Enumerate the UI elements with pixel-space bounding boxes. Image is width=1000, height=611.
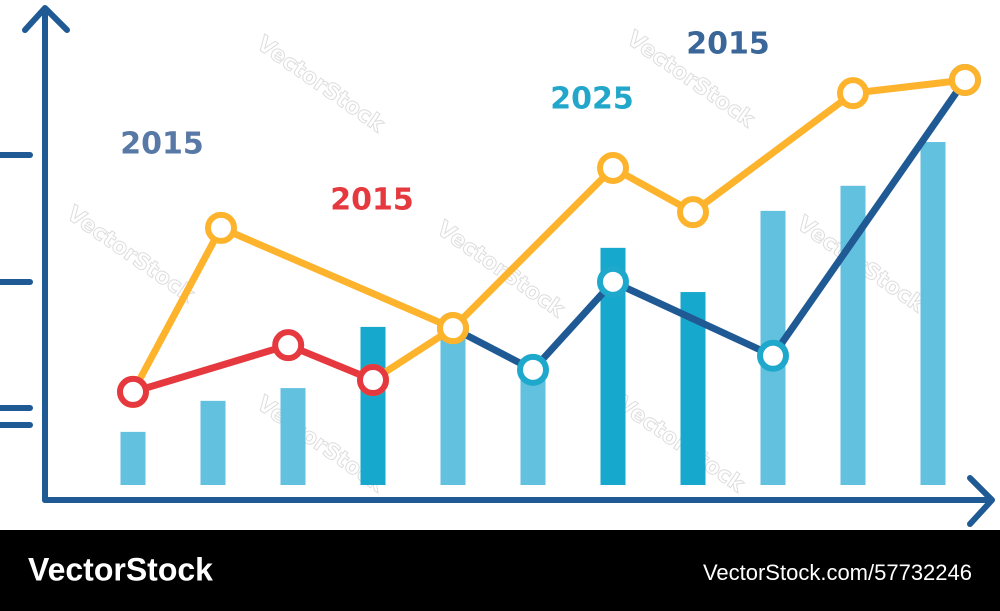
footer-brand: VectorStock <box>28 551 213 587</box>
annotation: 2015 <box>686 27 770 62</box>
footer-id: VectorStock.com/57732246 <box>703 560 972 585</box>
bar <box>920 142 946 485</box>
marker <box>677 196 709 229</box>
marker <box>597 151 629 184</box>
bar <box>520 374 546 485</box>
plot: 2015 2015 2025 2015 <box>117 27 981 486</box>
marker <box>205 211 237 244</box>
marker <box>597 265 629 298</box>
marker <box>517 353 549 386</box>
bar <box>280 388 306 485</box>
x-axis-arrow <box>967 475 995 527</box>
watermark: VectorStock <box>252 31 390 138</box>
line <box>129 341 377 396</box>
annotation: 2015 <box>330 183 414 218</box>
axes <box>0 5 995 527</box>
marker <box>437 312 469 345</box>
bar <box>200 400 226 485</box>
y-axis-arrow <box>22 5 70 33</box>
marker <box>117 375 149 408</box>
annotation: 2015 <box>120 127 204 162</box>
marker <box>757 339 789 372</box>
bar <box>360 326 386 485</box>
bar <box>440 334 466 485</box>
watermark: VectorStock <box>62 201 200 308</box>
marker <box>272 329 305 362</box>
footer-bar <box>0 530 1000 611</box>
marker <box>357 364 389 397</box>
line <box>449 76 969 374</box>
annotation: 2025 <box>550 82 634 117</box>
bar <box>120 431 146 485</box>
marker <box>949 63 981 96</box>
marker <box>837 77 869 110</box>
